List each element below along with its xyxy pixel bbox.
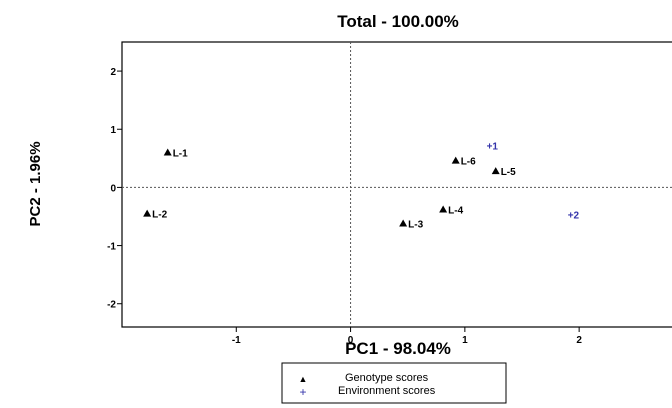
x-axis-label: PC1 - 98.04%	[345, 339, 451, 358]
y-tick-label: 1	[110, 125, 116, 136]
x-tick-label: 2	[576, 335, 582, 346]
x-tick-label: 0	[348, 335, 354, 346]
legend-environment-label: Environment scores	[338, 385, 436, 397]
x-tick-label: 1	[462, 335, 468, 346]
y-axis-label: PC2 - 1.96%	[27, 141, 44, 226]
chart-title: Total - 100.00%	[337, 12, 459, 31]
y-tick-label: -2	[107, 300, 116, 311]
legend-environment-marker: +	[299, 385, 306, 399]
genotype-marker	[399, 219, 408, 227]
genotype-marker	[451, 156, 460, 164]
data-marks: L-1 L-2 L-3 L-4 L-5 L-6 +1 +2	[143, 142, 580, 230]
x-axis-ticks: -1 0 1 2	[232, 327, 582, 346]
y-tick-label: 2	[110, 67, 116, 78]
genotype-label: L-2	[152, 210, 167, 221]
y-tick-label: 0	[110, 183, 116, 194]
y-axis-ticks: -2 -1 0 1 2	[107, 67, 122, 311]
legend-genotype-marker: ▲	[299, 374, 308, 384]
genotype-label: L-4	[448, 206, 463, 217]
genotype-label: L-5	[501, 167, 516, 178]
genotype-label: L-6	[461, 157, 476, 168]
environment-marker: +2	[568, 211, 580, 222]
genotype-marker	[439, 205, 448, 213]
legend-box	[281, 362, 507, 404]
plot-area	[121, 41, 672, 328]
y-tick-label: -1	[107, 242, 116, 253]
x-tick-label: -1	[232, 335, 241, 346]
legend: ▲ Genotype scores + Environment scores	[281, 362, 507, 404]
legend-genotype-label: Genotype scores	[345, 372, 429, 384]
genotype-marker	[163, 148, 172, 156]
genotype-marker	[143, 209, 152, 217]
genotype-label: L-3	[408, 219, 423, 230]
environment-marker: +1	[487, 142, 499, 153]
genotype-label: L-1	[173, 149, 188, 160]
genotype-marker	[491, 167, 500, 175]
reference-lines	[122, 42, 672, 327]
